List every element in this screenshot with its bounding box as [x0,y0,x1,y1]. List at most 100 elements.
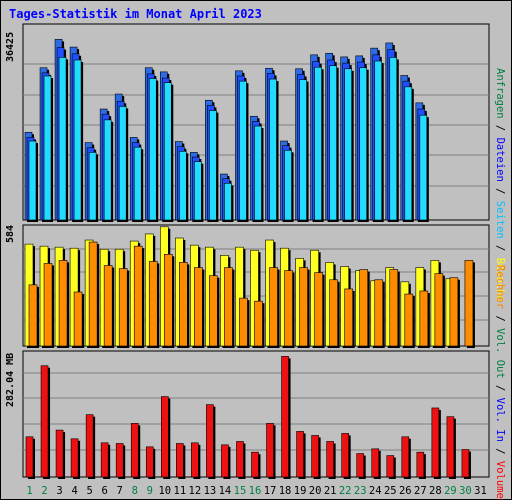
bar-body [341,433,349,478]
bar-volumen-23 [356,453,366,479]
x-tick-label-11: 11 [174,485,187,497]
bar-body [209,110,217,221]
bar-volumen-16 [251,451,261,479]
bar-seiten-23 [359,67,369,222]
x-tick-label-20: 20 [309,485,322,497]
right-label-panel2-part: Vol. Out [494,328,506,379]
right-label-panel1-part: / [494,119,506,138]
x-tick-label-5: 5 [86,485,92,497]
bar-body [209,275,218,347]
right-label-panel1-part: Dateien [494,138,506,182]
bar-body [401,436,410,478]
bar-volumen-28 [431,407,441,479]
bar-body [43,263,53,347]
right-label-panel2-part: / [494,309,506,328]
bar-volumen-29 [446,416,456,479]
bar-rechner-15 [239,297,250,348]
chart-title: Tages-Statistik im Monat April 2023 [9,7,262,21]
x-tick-label-23: 23 [354,485,367,497]
bar-body [40,365,49,478]
bar-body [449,277,459,347]
right-label-panel2-part: / [494,442,506,461]
x-tick-label-19: 19 [294,485,307,497]
x-tick-label-24: 24 [369,485,382,497]
bar-seiten-21 [329,65,339,222]
bar-seiten-6 [103,119,114,222]
bar-volumen-7 [115,443,126,479]
right-label-panel1-part: Seiten [494,201,506,239]
bar-rechner-1 [28,284,39,348]
bar-body [88,152,97,221]
bar-body [148,261,158,347]
bar-body [148,78,157,221]
bar-body [206,404,214,478]
bar-body [118,106,127,221]
bar-body [224,183,232,221]
bar-body [100,442,109,478]
bar-rechner-14 [224,267,235,348]
x-tick-label-6: 6 [102,485,108,497]
bar-volumen-21 [326,441,336,479]
bar-body [160,396,169,478]
bar-seiten-10 [163,82,174,222]
bar-seiten-2 [43,75,54,222]
bar-volumen-5 [85,414,96,479]
bar-seiten-4 [73,59,84,222]
bar-body [389,269,399,347]
bar-rechner-13 [209,275,220,348]
bar-seiten-13 [209,110,219,222]
bar-body [356,453,365,478]
bar-rechner-30 [464,260,475,348]
bar-body [191,442,199,478]
bar-body [224,267,233,347]
bar-rechner-4 [73,291,85,348]
bar-body [73,291,83,347]
bar-rechner-5 [88,241,100,348]
bar-seiten-5 [88,152,99,222]
bar-body [329,279,338,347]
bar-body [419,290,429,347]
bar-body [404,86,413,221]
x-tick-label-30: 30 [459,485,472,497]
bar-rechner-9 [148,261,160,348]
x-tick-label-18: 18 [279,485,292,497]
bar-body [374,279,384,347]
bar-body [133,146,142,221]
bar-body [284,150,292,221]
bar-body [371,448,380,478]
bar-body [103,119,112,221]
x-tick-label-4: 4 [71,485,77,497]
bar-rechner-21 [329,279,340,348]
bar-volumen-30 [461,449,471,479]
bar-seiten-24 [374,60,384,222]
bar-rechner-18 [284,270,295,348]
bar-body [446,416,455,478]
bar-seiten-1 [28,140,38,222]
bar-body [374,60,383,221]
bar-body [133,245,143,347]
x-tick-label-7: 7 [117,485,123,497]
right-label-panel2-part: Vol. In [494,398,506,442]
bar-volumen-19 [296,431,306,479]
bar-body [314,272,323,347]
bar-body [299,79,307,221]
bar-seiten-25 [389,57,399,222]
bar-rechner-22 [344,288,355,348]
right-label-panel1-part: / [494,239,506,258]
bar-seiten-22 [344,68,354,222]
bar-rechner-26 [404,293,415,348]
bar-body [88,241,98,347]
bar-body [194,161,202,221]
bar-body [269,267,278,347]
x-tick-label-12: 12 [189,485,202,497]
bar-body [404,293,414,347]
bar-body [266,423,274,478]
bar-body [179,262,188,347]
bar-rechner-2 [43,263,55,348]
bar-seiten-16 [254,125,264,222]
bar-volumen-27 [416,451,426,479]
bar-seiten-3 [58,57,69,222]
bar-body [221,444,229,478]
bar-volumen-14 [221,444,231,479]
bar-body [43,75,52,221]
